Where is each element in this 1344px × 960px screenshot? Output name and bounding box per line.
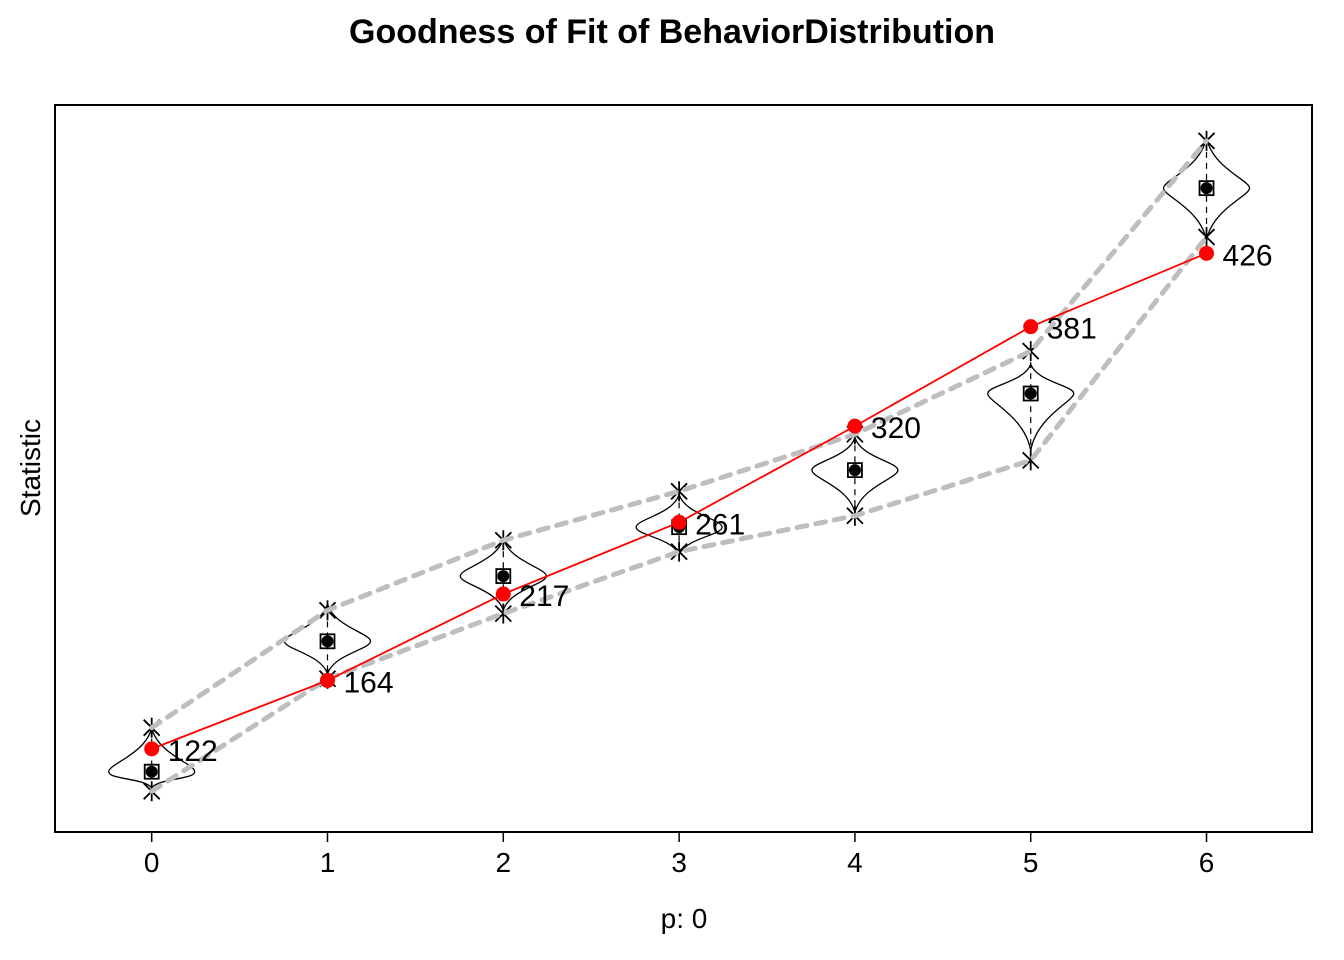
median-point-4	[848, 464, 861, 477]
chart-title: Goodness of Fit of BehaviorDistribution	[349, 13, 995, 51]
median-point-5	[1024, 387, 1037, 400]
band-line-upper	[149, 138, 1210, 731]
x-tick-label-5: 5	[1023, 847, 1039, 878]
box-marker-0	[143, 763, 160, 780]
data-label-1: 164	[343, 666, 393, 699]
observed-point-4	[847, 418, 863, 434]
x-tick-label-2: 2	[496, 847, 512, 878]
box-marker-2	[495, 568, 512, 584]
x-tick-label-3: 3	[671, 847, 687, 878]
data-label-5: 381	[1047, 313, 1097, 346]
data-label-4: 320	[871, 412, 921, 445]
y-axis-label: Statistic	[15, 419, 46, 517]
x-tick-label-4: 4	[847, 847, 863, 878]
data-label-2: 217	[519, 580, 569, 613]
observed-point-5	[1023, 319, 1039, 335]
plot-area: 122 164 217 261 320 381 426	[54, 104, 1313, 833]
median-point-0	[145, 765, 158, 778]
data-label-0: 122	[168, 735, 218, 768]
observed-point-3	[671, 514, 687, 530]
x-tick-label-6: 6	[1199, 847, 1215, 878]
observed-point-2	[495, 586, 511, 602]
data-label-3: 261	[695, 508, 745, 541]
x-axis: 0 1 2 3 4 5 6	[144, 832, 1214, 878]
band-marker-3-lower	[670, 541, 688, 562]
median-point-6	[1200, 182, 1213, 195]
data-label-6: 426	[1223, 239, 1273, 272]
x-tick-label-1: 1	[320, 847, 336, 878]
observed-point-6	[1199, 245, 1215, 261]
plot-frame	[54, 104, 1313, 833]
band-marker-3-upper	[670, 481, 688, 502]
box-marker-6	[1198, 180, 1215, 197]
box-marker-1	[319, 633, 336, 650]
band-marker-2-lower	[494, 603, 512, 624]
box-marker-5	[1022, 385, 1039, 402]
observed-point-1	[319, 672, 335, 688]
median-point-1	[321, 635, 334, 648]
box-marker-4	[847, 462, 863, 479]
observed-point-0	[144, 741, 160, 757]
x-axis-label: p: 0	[661, 903, 708, 934]
x-tick-label-0: 0	[144, 847, 160, 878]
median-point-2	[497, 570, 510, 583]
